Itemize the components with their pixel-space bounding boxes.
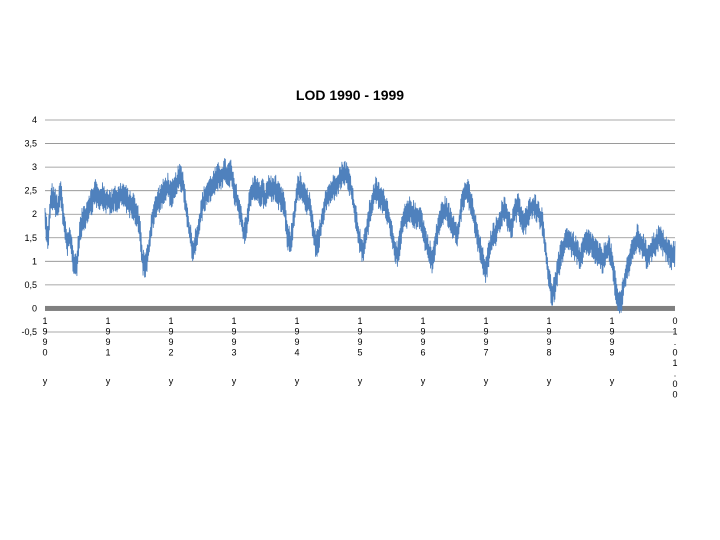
x-tick-char: 0 [672, 379, 677, 389]
x-tick-char: 9 [420, 327, 425, 337]
y-tick-label: 1,5 [24, 233, 37, 243]
x-tick-char: 9 [546, 337, 551, 347]
x-tick-char: 9 [420, 337, 425, 347]
x-tick-char: 0 [42, 348, 47, 358]
x-tick-char: 1 [231, 316, 236, 326]
y-tick-label: 3 [32, 162, 37, 172]
x-tick-char: 1 [105, 316, 110, 326]
x-tick-char: 9 [105, 337, 110, 347]
x-tick-char: 9 [483, 337, 488, 347]
x-tick-char: 9 [105, 327, 110, 337]
x-tick-char: 0 [672, 348, 677, 358]
x-tick-char: . [674, 337, 677, 347]
x-tick-char: 1 [357, 316, 362, 326]
x-tick-char: 9 [294, 337, 299, 347]
x-tick-char: 9 [231, 337, 236, 347]
x-tick-suffix: y [43, 376, 48, 386]
x-tick-label: 01.01.00 [672, 316, 677, 400]
x-tick-suffix: y [421, 376, 426, 386]
x-tick-char: 9 [357, 327, 362, 337]
x-tick-suffix: y [358, 376, 363, 386]
x-tick-char: 9 [609, 337, 614, 347]
x-tick-suffix: y [169, 376, 174, 386]
x-tick-char: 9 [609, 348, 614, 358]
x-tick-char: 9 [168, 327, 173, 337]
x-tick-char: 2 [168, 348, 173, 358]
x-tick-char: 6 [420, 348, 425, 358]
x-tick-char: 1 [546, 316, 551, 326]
x-axis-ticks: 1990y1991y1992y1993y1994y1995y1996y1997y… [42, 316, 677, 400]
x-tick-suffix: y [295, 376, 300, 386]
x-tick-char: 9 [168, 337, 173, 347]
x-tick-char: 5 [357, 348, 362, 358]
x-tick-char: 4 [294, 348, 299, 358]
y-axis-ticks: 4 3,5 3 2,5 2 1,5 1 0,5 0 -0,5 [21, 115, 37, 337]
y-tick-label: 1 [32, 256, 37, 266]
x-tick-suffix: y [106, 376, 111, 386]
x-tick-char: 1 [609, 316, 614, 326]
series-line [44, 158, 676, 314]
x-tick-char: 9 [42, 337, 47, 347]
y-tick-label: 0,5 [24, 280, 37, 290]
x-tick-char: 1 [672, 358, 677, 368]
y-tick-label: 2,5 [24, 186, 37, 196]
chart-title: LOD 1990 - 1999 [296, 87, 404, 103]
x-tick-char: 9 [483, 327, 488, 337]
y-tick-label: 0 [32, 303, 37, 313]
x-tick-char: 7 [483, 348, 488, 358]
x-tick-char: 9 [357, 337, 362, 347]
y-tick-label: 4 [32, 115, 37, 125]
x-tick-char: 1 [420, 316, 425, 326]
x-tick-char: 1 [483, 316, 488, 326]
zero-band [45, 305, 675, 311]
y-tick-label: 2 [32, 209, 37, 219]
x-tick-char: . [674, 369, 677, 379]
x-tick-char: 1 [42, 316, 47, 326]
x-tick-suffix: y [610, 376, 615, 386]
x-tick-char: 9 [546, 327, 551, 337]
x-tick-char: 1 [168, 316, 173, 326]
x-tick-char: 1 [105, 348, 110, 358]
x-tick-suffix: y [232, 376, 237, 386]
x-tick-char: 0 [672, 390, 677, 400]
x-tick-char: 0 [672, 316, 677, 326]
x-tick-char: 9 [231, 327, 236, 337]
x-tick-suffix: y [484, 376, 489, 386]
x-tick-char: 3 [231, 348, 236, 358]
x-tick-char: 8 [546, 348, 551, 358]
y-tick-label: 3,5 [24, 139, 37, 149]
x-tick-suffix: y [547, 376, 552, 386]
x-tick-char: 1 [672, 327, 677, 337]
x-tick-char: 9 [609, 327, 614, 337]
series-layer [44, 158, 676, 314]
x-tick-char: 1 [294, 316, 299, 326]
x-tick-char: 9 [294, 327, 299, 337]
x-tick-char: 9 [42, 327, 47, 337]
y-tick-label: -0,5 [21, 327, 37, 337]
